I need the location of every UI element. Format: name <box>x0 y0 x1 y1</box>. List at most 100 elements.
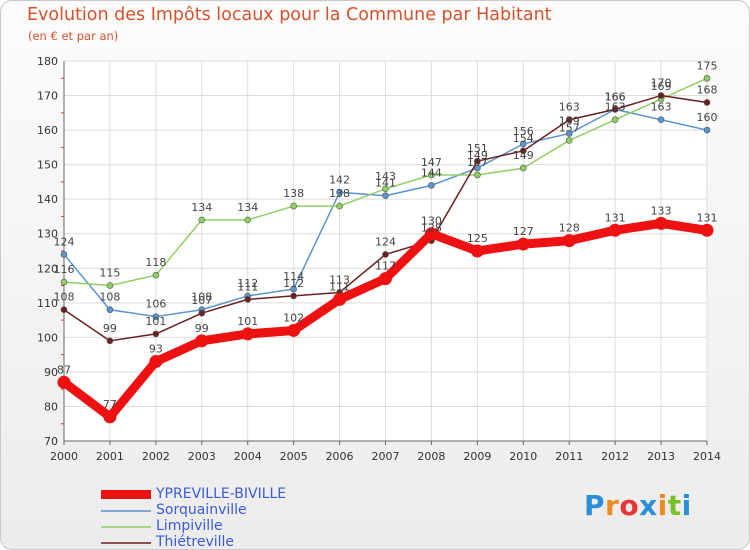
y-tick-label: 150 <box>37 159 58 172</box>
data-label: 168 <box>697 83 718 96</box>
data-label: 93 <box>149 343 163 356</box>
data-point <box>152 271 160 279</box>
data-label: 166 <box>605 90 626 103</box>
data-label: 101 <box>237 315 258 328</box>
x-tick-label: 2012 <box>601 450 629 463</box>
data-label: 114 <box>283 270 304 283</box>
data-label: 102 <box>283 311 304 324</box>
logo-letter: i <box>681 489 692 522</box>
proxiti-logo: Proxiti <box>584 489 692 522</box>
y-tick-label: 80 <box>44 400 58 413</box>
data-point <box>565 137 573 144</box>
data-point <box>152 313 160 320</box>
data-label: 166 <box>605 90 626 103</box>
data-point <box>657 92 665 99</box>
x-tick-label: 2014 <box>693 450 721 463</box>
data-point <box>149 355 163 369</box>
data-label: 169 <box>651 80 672 93</box>
data-label: 116 <box>54 263 75 276</box>
series-thi-treville <box>60 92 711 345</box>
data-point <box>290 285 297 293</box>
x-tick-label: 2000 <box>50 450 78 463</box>
y-tick-label: 100 <box>37 331 58 344</box>
data-point <box>57 375 71 389</box>
data-point <box>290 292 297 300</box>
logo-letter: P <box>584 489 606 522</box>
y-tick-label: 170 <box>37 90 58 103</box>
data-point <box>608 223 622 237</box>
logo-letter: r <box>605 489 620 522</box>
data-point <box>703 74 711 82</box>
data-label: 108 <box>99 291 120 304</box>
data-label: 175 <box>697 59 718 72</box>
data-point <box>470 244 484 258</box>
data-label: 101 <box>145 315 166 328</box>
data-point <box>519 164 527 172</box>
data-label: 124 <box>375 235 396 248</box>
logo-letter: x <box>639 489 658 522</box>
logo-letter: t <box>667 489 682 522</box>
data-point <box>382 192 389 200</box>
legend-swatch <box>101 510 151 512</box>
data-label: 163 <box>651 101 672 114</box>
x-tick-label: 2009 <box>463 450 491 463</box>
x-tick-label: 2003 <box>188 450 216 463</box>
data-point <box>244 296 252 303</box>
data-point <box>565 116 573 124</box>
data-point <box>428 171 435 179</box>
y-tick-label: 160 <box>37 124 58 137</box>
data-label: 154 <box>513 132 534 145</box>
data-point <box>195 334 209 348</box>
data-label: 99 <box>103 322 117 335</box>
data-point <box>654 216 668 230</box>
x-tick-label: 2004 <box>234 450 262 463</box>
data-label: 163 <box>605 101 626 114</box>
data-label: 108 <box>191 291 212 304</box>
data-point <box>106 282 114 289</box>
data-point <box>516 237 530 251</box>
data-label: 149 <box>467 149 488 162</box>
data-point <box>287 323 301 337</box>
x-tick-label: 2011 <box>555 450 583 463</box>
data-label: 141 <box>375 177 396 190</box>
data-label: 147 <box>467 156 488 169</box>
data-label: 144 <box>421 166 442 179</box>
x-tick-label: 2008 <box>417 450 445 463</box>
legend-label: Sorquainville <box>156 502 247 518</box>
legend-label: Thiétreville <box>156 534 235 550</box>
data-label: 160 <box>697 111 718 124</box>
data-point <box>611 116 619 124</box>
data-point <box>474 171 481 179</box>
data-label: 147 <box>421 156 442 169</box>
data-label: 130 <box>421 215 442 228</box>
x-tick-label: 2006 <box>326 450 354 463</box>
series-ypreville-biville <box>57 216 714 424</box>
data-label: 134 <box>191 201 212 214</box>
data-point <box>152 330 160 338</box>
x-tick-label: 2010 <box>509 450 537 463</box>
y-tick-label: 110 <box>37 297 58 310</box>
data-label: 124 <box>54 235 75 248</box>
x-tick-label: 2013 <box>647 450 675 463</box>
legend-swatch <box>101 542 151 544</box>
data-point <box>333 292 347 306</box>
data-point <box>106 306 114 314</box>
data-label: 99 <box>195 322 209 335</box>
y-tick-label: 90 <box>44 366 58 379</box>
data-point <box>379 272 392 286</box>
data-point <box>198 216 206 224</box>
data-point <box>244 216 252 224</box>
x-tick-label: 2002 <box>142 450 170 463</box>
y-tick-label: 70 <box>44 435 58 448</box>
data-point <box>60 278 68 286</box>
data-point <box>474 164 481 172</box>
data-label: 107 <box>191 294 212 307</box>
data-label: 151 <box>467 142 488 155</box>
data-point <box>106 337 114 345</box>
data-point <box>700 223 714 237</box>
legend-swatch <box>101 490 151 499</box>
data-label: 128 <box>559 222 580 235</box>
